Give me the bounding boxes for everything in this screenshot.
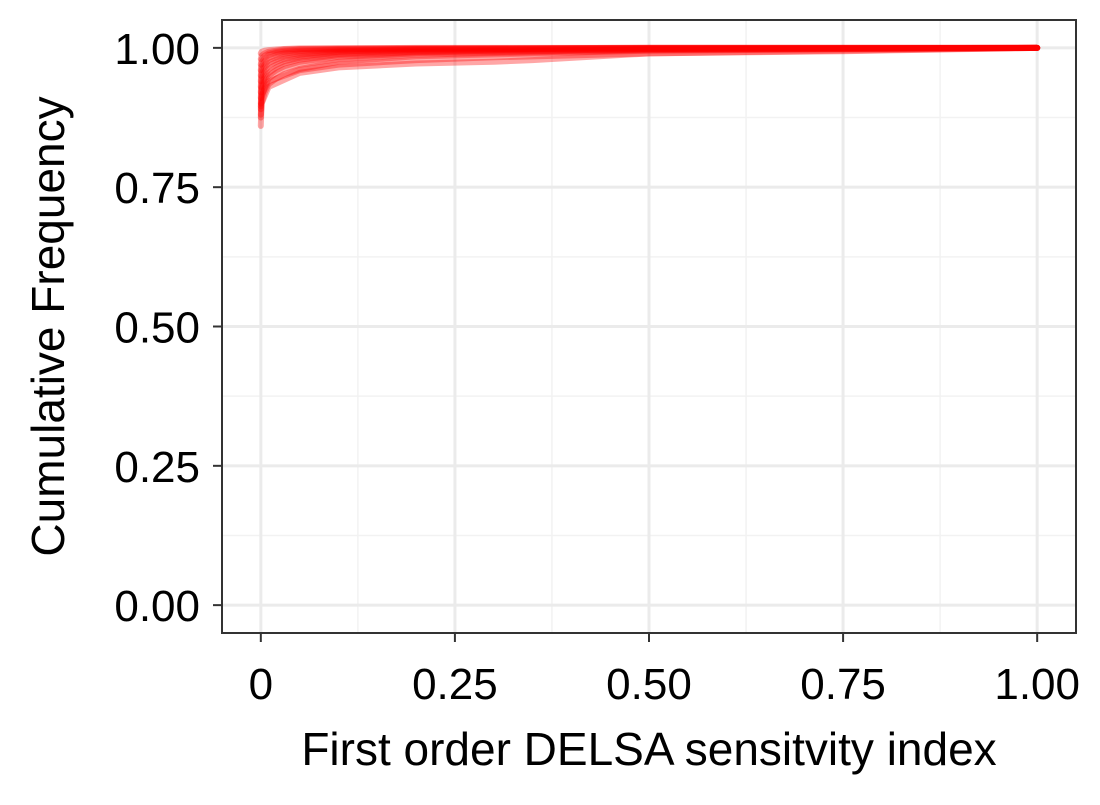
ecdf-curve-11 — [257, 44, 1041, 68]
x-tick-label: 0.75 — [800, 660, 886, 709]
ecdf-curve-13 — [257, 44, 1041, 57]
ecdf-curve-5 — [257, 44, 1041, 101]
axis-layer: 0 0.25 0.50 0.75 1.00 0.00 0.25 0.50 0.75 1.00 — [114, 25, 1080, 709]
ecdf-curve-14 — [257, 44, 1041, 121]
y-tick-label: 0.00 — [114, 582, 200, 631]
ecdf-curve-6 — [257, 44, 1041, 96]
ecdf-curve-15 — [257, 44, 1041, 110]
y-axis-title: Cumulative Frequency — [22, 96, 74, 556]
ecdf-curve-7 — [257, 44, 1041, 90]
x-axis-title: First order DELSA sensitvity index — [301, 723, 996, 775]
ecdf-curve-4 — [257, 44, 1041, 107]
x-tick-label: 1.00 — [994, 660, 1080, 709]
y-tick-label: 0.75 — [114, 164, 200, 213]
grid-layer — [222, 20, 1076, 633]
y-tick-label: 0.50 — [114, 304, 200, 353]
x-tick-label: 0 — [249, 660, 273, 709]
ecdf-curve-9 — [257, 44, 1041, 79]
ecdf-curve-3 — [257, 44, 1041, 113]
x-tick-label: 0.50 — [606, 660, 692, 709]
y-tick-label: 0.25 — [114, 443, 200, 492]
ecdf-curve-8 — [257, 44, 1041, 85]
series-layer — [257, 44, 1041, 129]
ecdf-curve-1 — [257, 44, 1041, 129]
ecdf-curve-2 — [257, 44, 1041, 118]
ecdf-curve-12 — [257, 44, 1041, 62]
ecdf-curve-10 — [257, 44, 1041, 74]
y-tick-label: 1.00 — [114, 25, 200, 74]
x-tick-label: 0.25 — [412, 660, 498, 709]
